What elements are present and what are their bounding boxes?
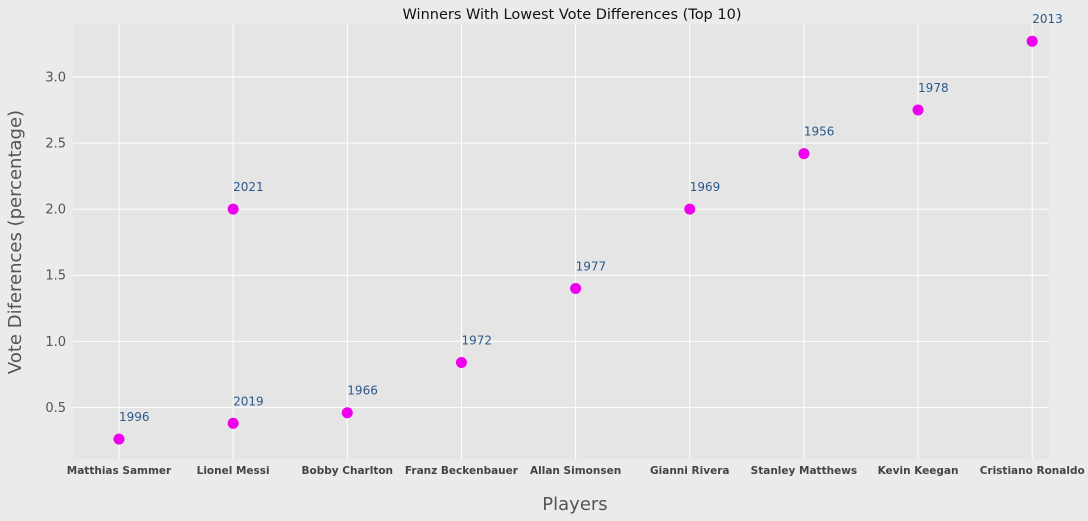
y-tick-label: 1.0 xyxy=(45,335,66,350)
data-point xyxy=(341,407,353,419)
data-label: 1996 xyxy=(119,410,150,424)
data-point xyxy=(1026,35,1038,47)
y-axis-ticks: 0.5 1.0 1.5 2.0 2.5 3.0 xyxy=(45,70,66,416)
data-point xyxy=(912,104,924,116)
y-tick-label: 2.0 xyxy=(45,203,66,218)
data-point xyxy=(570,282,582,294)
y-axis-title: Vote Diferences (percentage) xyxy=(5,110,26,374)
data-point xyxy=(227,203,239,215)
x-tick-label: Bobby Charlton xyxy=(302,465,394,477)
data-point xyxy=(455,356,467,368)
data-point xyxy=(684,203,696,215)
data-point xyxy=(227,417,239,429)
x-tick-label: Stanley Matthews xyxy=(751,465,857,477)
x-tick-label: Cristiano Ronaldo xyxy=(980,465,1085,477)
x-tick-label: Kevin Keegan xyxy=(878,465,959,477)
data-point xyxy=(113,433,125,445)
data-label: 1956 xyxy=(804,125,835,139)
data-label: 1977 xyxy=(576,259,607,273)
x-tick-label: Allan Simonsen xyxy=(530,465,621,477)
x-tick-label: Lionel Messi xyxy=(197,465,270,477)
y-tick-label: 1.5 xyxy=(45,269,66,284)
x-tick-label: Franz Beckenbauer xyxy=(405,465,519,477)
data-label: 1972 xyxy=(461,333,492,347)
data-label: 1969 xyxy=(690,180,721,194)
plot-area xyxy=(73,24,1049,459)
data-label: 2013 xyxy=(1032,12,1063,26)
y-tick-label: 3.0 xyxy=(45,70,66,85)
data-label: 2019 xyxy=(233,394,264,408)
data-label: 1978 xyxy=(918,81,949,95)
grid-lines xyxy=(73,24,1049,459)
data-label: 1966 xyxy=(347,384,378,398)
data-point xyxy=(798,148,810,160)
x-tick-label: Gianni Rivera xyxy=(650,465,729,477)
data-labels: 1996 2019 1966 1972 1977 1969 1956 1978 2013 2021 xyxy=(119,12,1063,424)
data-points xyxy=(113,35,1038,445)
y-tick-label: 2.5 xyxy=(45,136,66,151)
x-axis-title: Players xyxy=(542,494,607,515)
x-axis-categories: Matthias Sammer Lionel Messi Bobby Charlto… xyxy=(67,465,1085,477)
data-label: 2021 xyxy=(233,180,264,194)
x-tick-label: Matthias Sammer xyxy=(67,465,172,477)
y-tick-label: 0.5 xyxy=(45,401,66,416)
chart-title: Winners With Lowest Vote Differences (To… xyxy=(403,7,742,23)
